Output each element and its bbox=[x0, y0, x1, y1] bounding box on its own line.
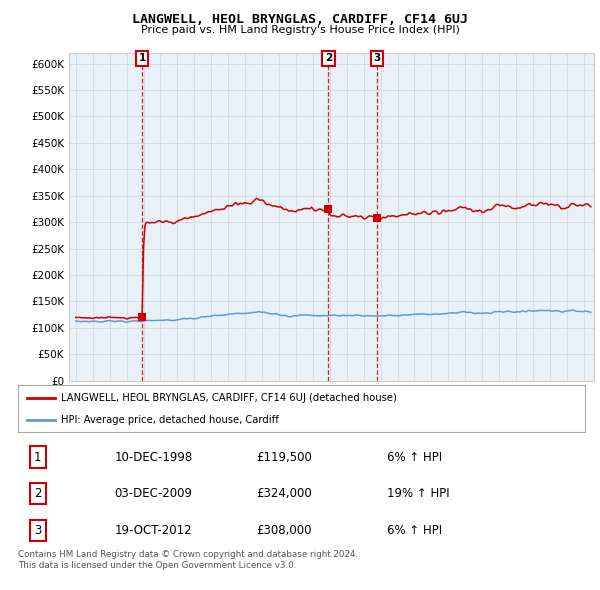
Text: 3: 3 bbox=[34, 524, 41, 537]
Text: HPI: Average price, detached house, Cardiff: HPI: Average price, detached house, Card… bbox=[61, 415, 278, 425]
Text: 19-OCT-2012: 19-OCT-2012 bbox=[115, 524, 192, 537]
Text: 6% ↑ HPI: 6% ↑ HPI bbox=[386, 524, 442, 537]
Text: LANGWELL, HEOL BRYNGLAS, CARDIFF, CF14 6UJ (detached house): LANGWELL, HEOL BRYNGLAS, CARDIFF, CF14 6… bbox=[61, 393, 397, 403]
Text: Contains HM Land Registry data © Crown copyright and database right 2024.: Contains HM Land Registry data © Crown c… bbox=[18, 550, 358, 559]
Text: 3: 3 bbox=[373, 53, 380, 63]
Text: 10-DEC-1998: 10-DEC-1998 bbox=[115, 451, 193, 464]
Text: Price paid vs. HM Land Registry's House Price Index (HPI): Price paid vs. HM Land Registry's House … bbox=[140, 25, 460, 35]
Text: 6% ↑ HPI: 6% ↑ HPI bbox=[386, 451, 442, 464]
Text: £308,000: £308,000 bbox=[256, 524, 311, 537]
Text: 03-DEC-2009: 03-DEC-2009 bbox=[115, 487, 193, 500]
Text: 1: 1 bbox=[139, 53, 146, 63]
Text: 2: 2 bbox=[34, 487, 41, 500]
Text: LANGWELL, HEOL BRYNGLAS, CARDIFF, CF14 6UJ: LANGWELL, HEOL BRYNGLAS, CARDIFF, CF14 6… bbox=[132, 13, 468, 26]
Text: 2: 2 bbox=[325, 53, 332, 63]
Text: 19% ↑ HPI: 19% ↑ HPI bbox=[386, 487, 449, 500]
Text: £324,000: £324,000 bbox=[256, 487, 312, 500]
Text: £119,500: £119,500 bbox=[256, 451, 312, 464]
Text: This data is licensed under the Open Government Licence v3.0.: This data is licensed under the Open Gov… bbox=[18, 560, 296, 569]
Text: 1: 1 bbox=[34, 451, 41, 464]
